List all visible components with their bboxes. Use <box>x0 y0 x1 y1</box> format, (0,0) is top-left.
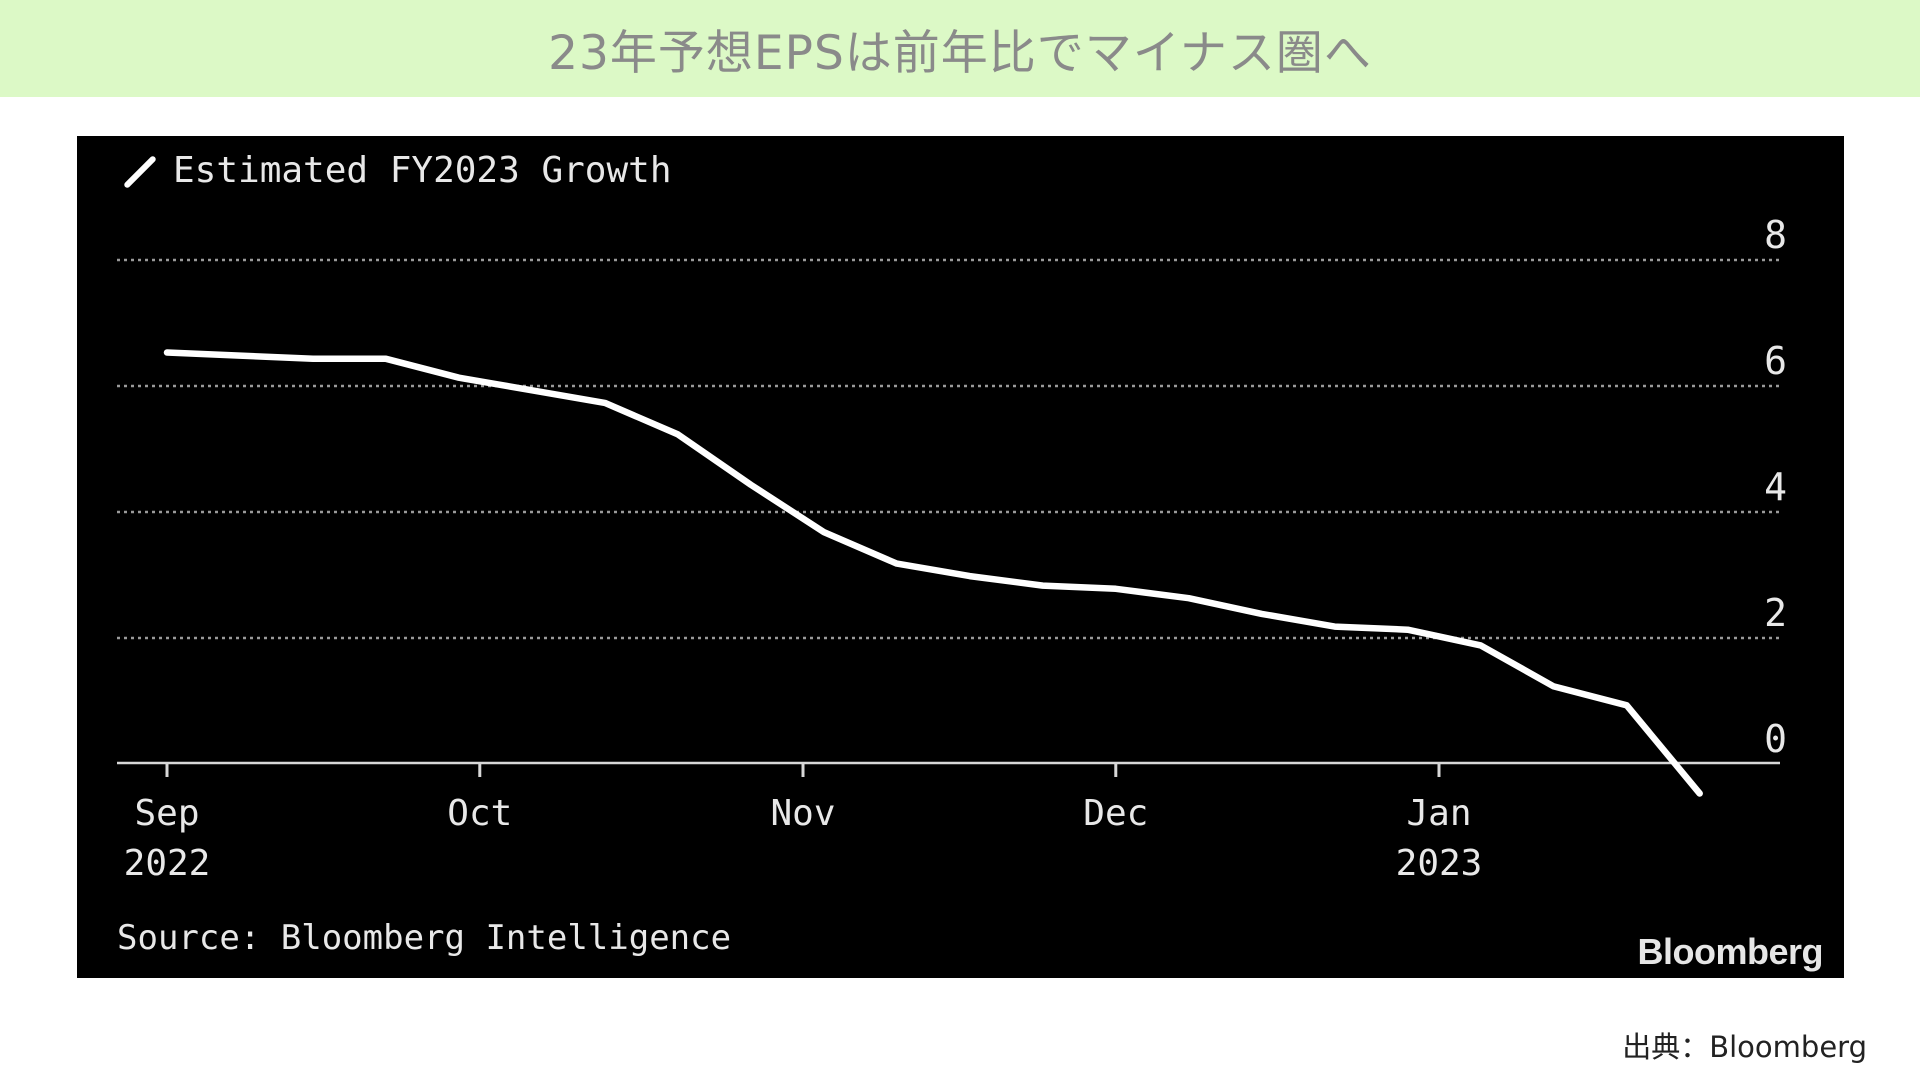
x-tick-label-oct: Oct <box>447 793 512 834</box>
bloomberg-logo: Bloomberg <box>1637 931 1823 972</box>
x-tick-label-sep: Sep <box>134 793 199 834</box>
y-tick-label-0: 0 <box>1764 717 1787 761</box>
legend-label: Estimated FY2023 Growth <box>173 150 672 191</box>
x-tick-year-label-2023: 2023 <box>1396 843 1483 884</box>
x-tick-year-label-2022: 2022 <box>124 843 211 884</box>
title-banner: 23年予想EPSは前年比でマイナス圏へ <box>0 0 1920 97</box>
series-line-0 <box>163 349 1703 797</box>
page-title: 23年予想EPSは前年比でマイナス圏へ <box>548 26 1372 81</box>
x-tick-label-dec: Dec <box>1083 793 1148 834</box>
legend-line-swatch-icon <box>117 151 157 191</box>
source-credit: 出典：Bloomberg <box>1622 1030 1867 1064</box>
line-chart: 8 6 4 2 0 Sep 2022 Oct Nov Dec Jan 2023 <box>117 213 1787 884</box>
y-tick-label-8: 8 <box>1764 213 1787 257</box>
x-tick-label-jan: Jan <box>1406 793 1471 834</box>
x-tick-label-nov: Nov <box>770 793 835 834</box>
y-tick-label-4: 4 <box>1764 465 1787 509</box>
chart-legend: Estimated FY2023 Growth <box>117 150 672 191</box>
chart-source: Source: Bloomberg Intelligence <box>117 918 732 958</box>
chart-panel: 8 6 4 2 0 Sep 2022 Oct Nov Dec Jan 2023 Estimated F… <box>77 136 1844 978</box>
y-tick-label-2: 2 <box>1764 591 1787 635</box>
y-tick-label-6: 6 <box>1764 339 1787 383</box>
